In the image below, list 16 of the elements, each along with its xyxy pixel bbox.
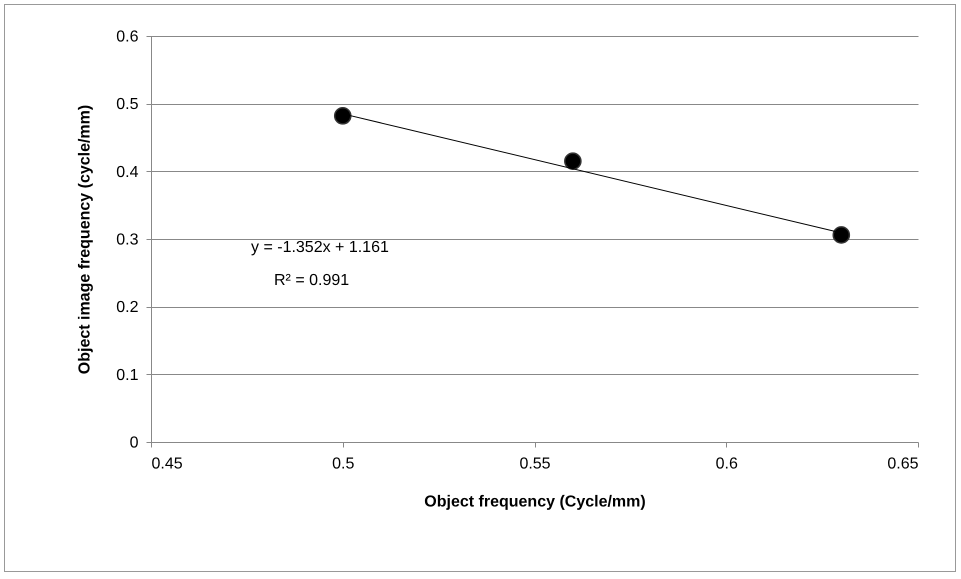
annotation: R² = 0.991 — [274, 272, 350, 289]
y-tick-label: 0 — [130, 434, 139, 452]
y-axis-title: Object image frequency (cycle/mm) — [76, 104, 94, 374]
x-tick-label: 0.65 — [887, 456, 919, 472]
y-tick-label: 0.2 — [116, 299, 139, 316]
annotation: y = -1.352x + 1.161 — [251, 239, 389, 256]
y-tick-label: 0.3 — [116, 232, 139, 248]
y-tick-label: 0.4 — [116, 164, 139, 181]
x-tick-label: 0.5 — [332, 456, 354, 472]
y-tick-label: 0.5 — [116, 96, 139, 114]
x-tick-label: 0.6 — [716, 456, 738, 472]
y-tick-label: 0.1 — [116, 366, 139, 384]
x-axis-title: Object frequency (Cycle/mm) — [424, 494, 646, 510]
y-tick-label: 0.6 — [116, 28, 139, 46]
x-tick-label: 0.45 — [152, 456, 183, 472]
x-tick-label: 0.55 — [519, 456, 551, 472]
